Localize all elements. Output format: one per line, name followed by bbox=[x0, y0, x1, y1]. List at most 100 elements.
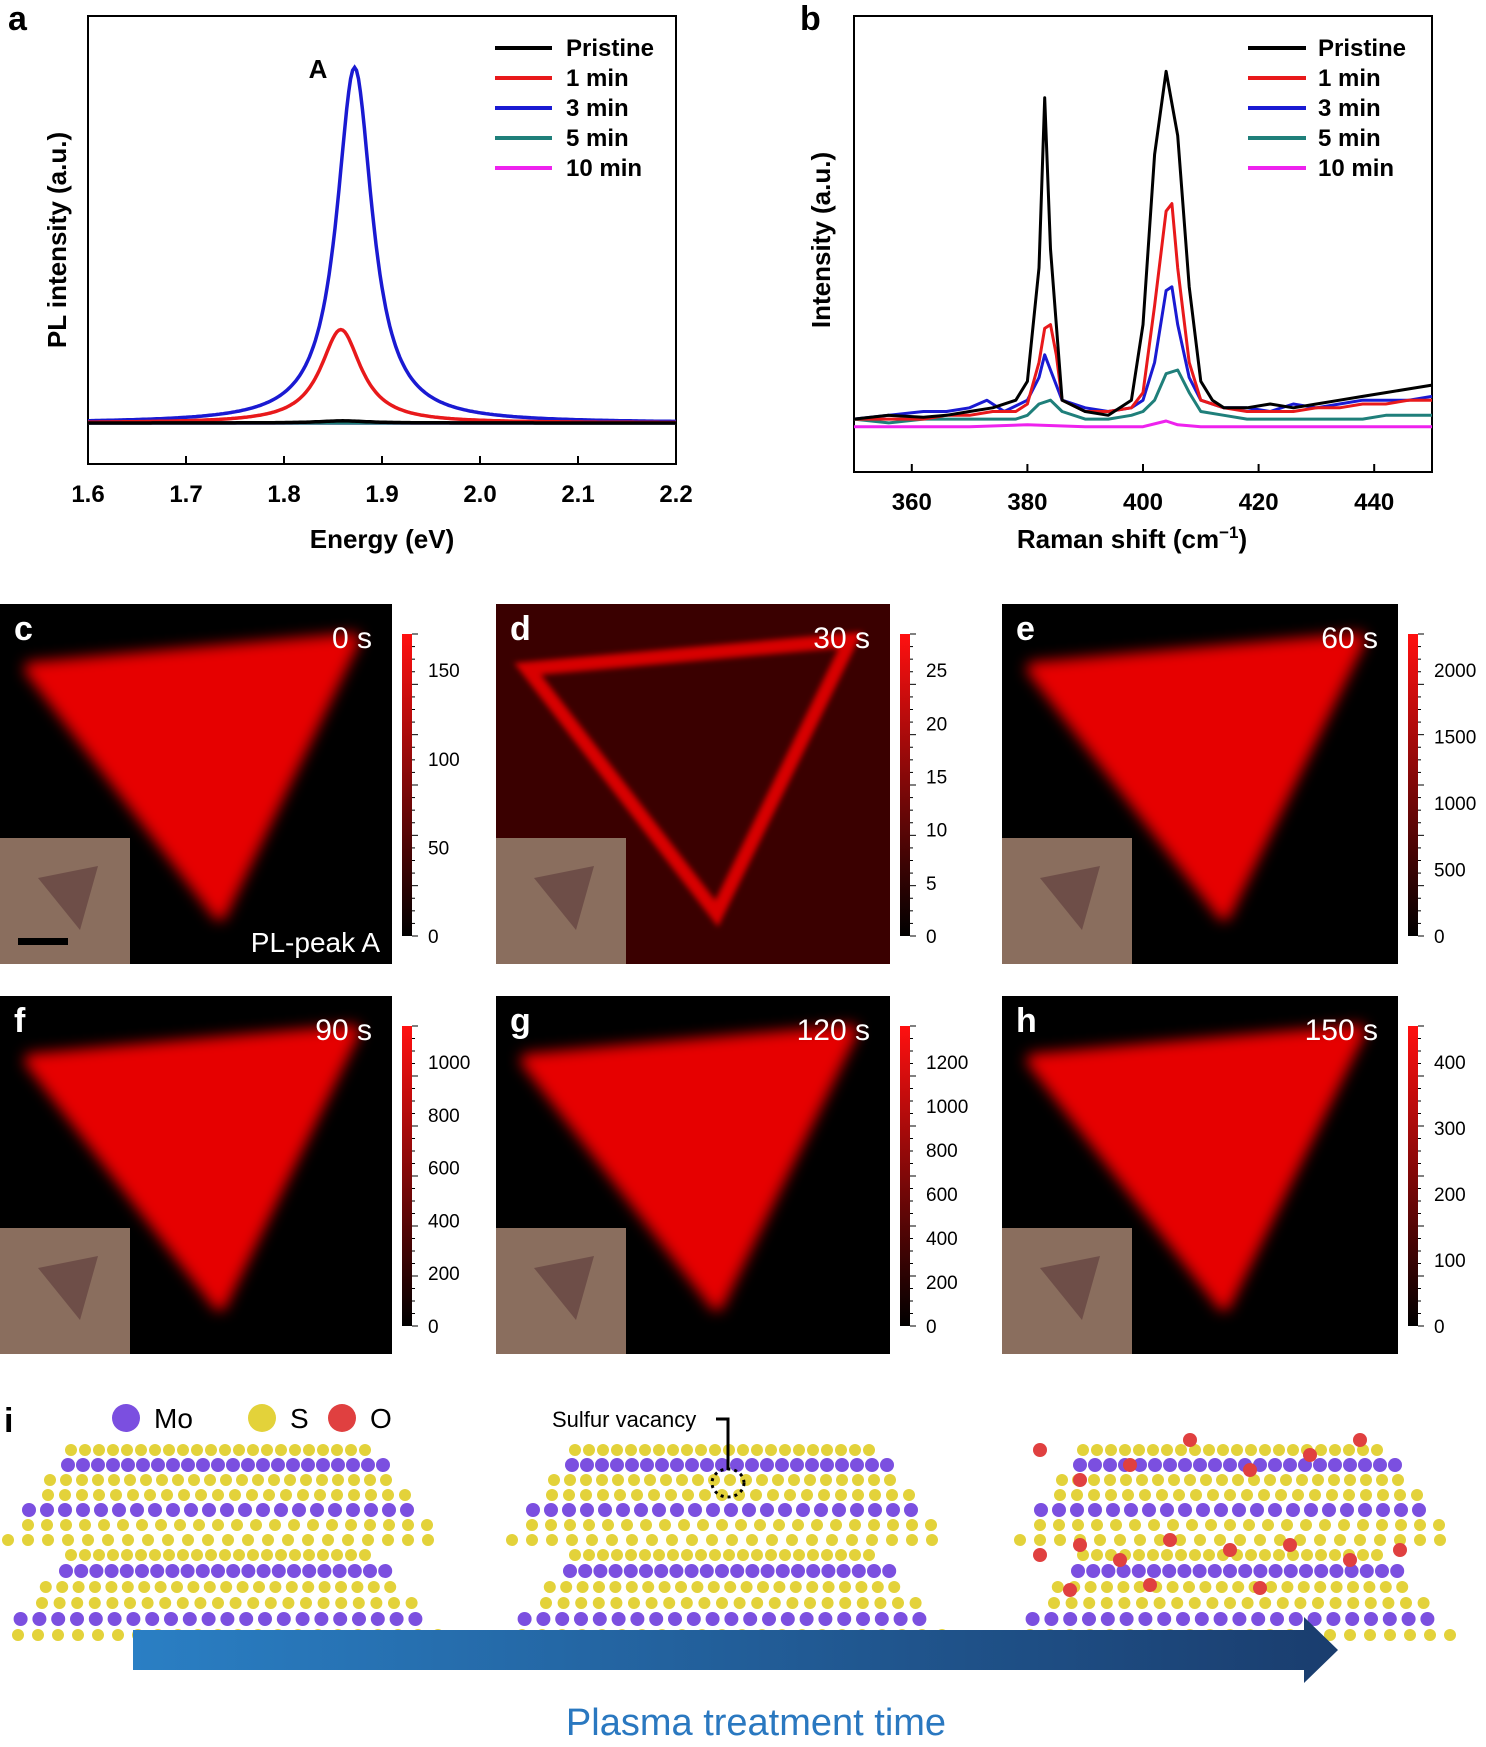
s-atom bbox=[141, 1597, 154, 1609]
s-atom bbox=[250, 1519, 262, 1531]
s-atom bbox=[660, 1474, 672, 1486]
s-atom bbox=[124, 1474, 136, 1486]
mo-atom bbox=[119, 1564, 134, 1578]
s-atom bbox=[906, 1519, 918, 1531]
legend-label: Pristine bbox=[1318, 35, 1406, 62]
mo-atom bbox=[1100, 1612, 1115, 1626]
s-atom bbox=[804, 1597, 816, 1609]
mo-atom bbox=[1124, 1503, 1138, 1517]
mo-atom bbox=[226, 1458, 240, 1472]
legend-label: 3 min bbox=[1318, 95, 1381, 122]
mo-atom bbox=[715, 1564, 729, 1578]
mo-atom bbox=[820, 1458, 834, 1472]
s-atom bbox=[871, 1581, 884, 1593]
o-atom bbox=[1143, 1578, 1157, 1592]
s-atom bbox=[768, 1597, 781, 1609]
s-atom bbox=[909, 1597, 922, 1609]
s-atom bbox=[886, 1534, 898, 1546]
mo-atom bbox=[686, 1612, 701, 1626]
s-atom bbox=[546, 1489, 558, 1501]
s-atom bbox=[72, 1581, 85, 1593]
colorbar-tick-label: 400 bbox=[1434, 1053, 1466, 1074]
s-atom bbox=[140, 1474, 152, 1486]
x-tick-label: 1.6 bbox=[71, 481, 104, 508]
colorbar-tick-label: 0 bbox=[1434, 927, 1445, 948]
panel-letter-i: i bbox=[4, 1402, 13, 1440]
x-axis-label-b: Raman shift (cm−1) bbox=[1017, 523, 1247, 554]
legend-label: 10 min bbox=[566, 155, 642, 182]
mo-atom bbox=[705, 1612, 720, 1626]
o-atom bbox=[1223, 1543, 1237, 1557]
s-atom bbox=[1014, 1534, 1026, 1546]
mo-atom bbox=[592, 1612, 607, 1626]
s-atom bbox=[263, 1489, 275, 1501]
s-atom bbox=[625, 1444, 637, 1456]
colorbar-tick-label: 600 bbox=[926, 1185, 958, 1206]
s-atom bbox=[1224, 1519, 1236, 1531]
s-atom bbox=[597, 1549, 609, 1561]
s-atom bbox=[1343, 1444, 1355, 1456]
s-atom bbox=[1371, 1444, 1383, 1456]
mo-atom bbox=[89, 1564, 104, 1578]
mo-atom bbox=[58, 1503, 72, 1517]
mo-atom bbox=[1142, 1503, 1156, 1517]
s-atom bbox=[836, 1474, 848, 1486]
s-atom bbox=[1294, 1534, 1306, 1546]
s-atom bbox=[300, 1597, 312, 1609]
s-atom bbox=[1259, 1444, 1271, 1456]
s-atom bbox=[612, 1474, 624, 1486]
mo-atom bbox=[598, 1503, 612, 1517]
s-atom bbox=[1071, 1489, 1083, 1501]
s-atom bbox=[1171, 1597, 1184, 1609]
s-atom bbox=[233, 1444, 245, 1456]
s-atom bbox=[384, 1581, 397, 1593]
s-atom bbox=[1122, 1489, 1134, 1501]
s-atom bbox=[642, 1581, 655, 1593]
colorbar-tick-label: 1500 bbox=[1434, 728, 1476, 749]
legend-atom-o bbox=[328, 1404, 356, 1432]
s-atom bbox=[723, 1549, 735, 1561]
s-atom bbox=[1262, 1519, 1274, 1531]
s-atom bbox=[1384, 1629, 1396, 1641]
colorbar-tick-label: 50 bbox=[428, 838, 449, 859]
s-atom bbox=[159, 1597, 172, 1609]
legend-atom-label: O bbox=[370, 1403, 392, 1434]
mo-atom bbox=[258, 1612, 272, 1626]
mo-atom bbox=[287, 1564, 301, 1578]
colorbar-tick-label: 0 bbox=[428, 927, 439, 948]
s-atom bbox=[868, 1474, 880, 1486]
s-atom bbox=[65, 1549, 77, 1561]
s-atom bbox=[545, 1519, 557, 1531]
colorbar-tick-label: 600 bbox=[428, 1159, 460, 1180]
s-atom bbox=[1136, 1597, 1148, 1609]
mo-atom bbox=[593, 1564, 608, 1578]
pl-spectrum-chart: a 1.6 1.7 1.8 1.9 2.0 2.1 2.2 A Pristine 1 min 3… bbox=[8, 0, 693, 554]
s-atom bbox=[89, 1581, 101, 1593]
s-atom bbox=[557, 1597, 570, 1609]
o-atom bbox=[1303, 1448, 1317, 1462]
mo-atom bbox=[1314, 1564, 1329, 1578]
mo-atom bbox=[1223, 1564, 1237, 1578]
s-atom bbox=[176, 1597, 189, 1609]
s-atom bbox=[1280, 1474, 1292, 1486]
mo-atom bbox=[724, 1503, 738, 1517]
s-atom bbox=[71, 1597, 84, 1609]
s-atom bbox=[793, 1549, 805, 1561]
s-atom bbox=[280, 1489, 292, 1501]
s-atom bbox=[576, 1581, 589, 1593]
s-atom bbox=[105, 1581, 118, 1593]
s-atom bbox=[22, 1534, 34, 1546]
colorbar-tick-label: 150 bbox=[428, 661, 460, 682]
mo-atom bbox=[623, 1564, 638, 1578]
colorbar-tick-label: 10 bbox=[926, 821, 947, 842]
s-atom bbox=[1175, 1444, 1187, 1456]
s-atom bbox=[1205, 1519, 1217, 1531]
mo-atom bbox=[1313, 1458, 1327, 1472]
s-atom bbox=[1152, 1474, 1164, 1486]
s-atom bbox=[1329, 1444, 1341, 1456]
s-atom bbox=[830, 1519, 842, 1531]
x-tick-label: 360 bbox=[892, 489, 932, 516]
mo-atom bbox=[1304, 1503, 1318, 1517]
s-atom bbox=[639, 1549, 651, 1561]
map-triangle bbox=[24, 633, 360, 921]
